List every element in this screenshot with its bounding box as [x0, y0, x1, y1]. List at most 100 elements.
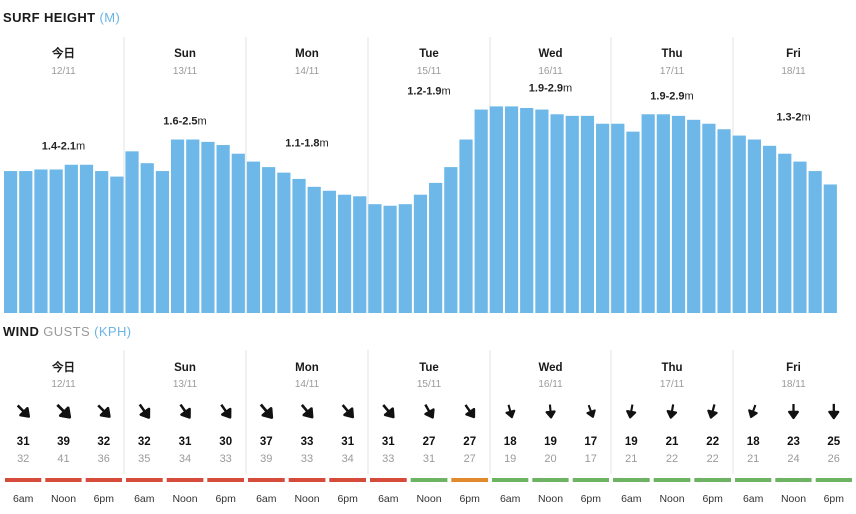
wind-time-label: 6pm: [824, 493, 845, 505]
wind-gust-value: 35: [138, 453, 150, 465]
surf-bar: [778, 153, 792, 313]
wind-direction-arrow: [545, 404, 556, 419]
wind-rating-bar: [85, 478, 122, 482]
wind-gust-value: 36: [98, 453, 110, 465]
surf-height-title: SURF HEIGHT (M): [3, 10, 120, 25]
surf-bar: [307, 186, 321, 313]
surf-bar: [702, 123, 716, 314]
wind-gust-value: 39: [260, 453, 272, 465]
surf-bar: [413, 194, 428, 313]
surf-bar: [64, 164, 78, 313]
wind-time-label: 6pm: [459, 493, 480, 505]
wind-rating-bar: [775, 478, 812, 482]
wind-gust-value: 33: [382, 453, 394, 465]
wind-speed-value: 25: [827, 436, 840, 448]
wind-rating-bar: [166, 478, 204, 482]
surf-bar: [34, 169, 48, 313]
wind-title-main: WIND: [3, 324, 40, 339]
wind-rating-bar: [653, 478, 691, 482]
wind-rating-bar: [207, 478, 244, 482]
surf-bar: [459, 139, 473, 313]
surf-bar: [504, 106, 519, 313]
wind-day-date: 15/11: [417, 379, 442, 390]
surf-bar: [170, 139, 185, 313]
wind-gust-value: 34: [179, 453, 191, 465]
wind-rating-bar: [613, 478, 650, 482]
wind-speed-value: 31: [341, 436, 354, 448]
wind-time-label: 6am: [134, 493, 155, 505]
surf-bar: [611, 123, 625, 314]
wind-direction-arrow: [788, 404, 799, 420]
wind-day-name: Mon: [295, 362, 319, 374]
surf-bar: [808, 171, 822, 313]
wind-speed-value: 22: [706, 436, 719, 448]
surf-range-label: 1.9-2.9m: [650, 90, 693, 102]
wind-gust-value: 33: [301, 453, 313, 465]
wind-speed-value: 19: [625, 436, 638, 448]
wind-direction-arrow: [828, 403, 840, 420]
wind-gust-value: 32: [17, 453, 29, 465]
wind-rating-bar: [5, 478, 42, 482]
surf-day-name: 今日: [51, 46, 75, 60]
surf-bar: [4, 171, 18, 313]
wind-time-label: 6pm: [215, 493, 236, 505]
wind-time-label: Noon: [659, 493, 684, 505]
wind-speed-value: 27: [463, 436, 476, 448]
wind-title-unit: (KPH): [94, 324, 132, 339]
surf-bar: [626, 131, 640, 313]
wind-rating-bar: [694, 478, 731, 482]
wind-time-label: Noon: [538, 493, 563, 505]
wind-time-label: Noon: [51, 493, 76, 505]
wind-speed-value: 27: [423, 436, 436, 448]
wind-day-name: Wed: [538, 362, 562, 374]
surf-range-label: 1.9-2.9m: [529, 82, 572, 94]
wind-speed-value: 32: [138, 436, 151, 448]
wind-speed-value: 19: [544, 436, 557, 448]
surf-bar: [535, 109, 549, 313]
wind-gust-value: 22: [707, 453, 719, 465]
surf-bar: [216, 145, 230, 313]
surf-bar: [520, 107, 534, 313]
surf-bar: [246, 161, 261, 313]
wind-time-label: 6pm: [337, 493, 358, 505]
surf-bar: [444, 167, 458, 313]
wind-day-name: Thu: [661, 362, 682, 374]
wind-speed-value: 31: [382, 436, 395, 448]
surf-bar: [671, 115, 686, 313]
wind-rating-bar: [248, 478, 285, 482]
surf-bar: [641, 114, 655, 313]
wind-day-name: Tue: [419, 362, 439, 374]
surf-bar: [95, 171, 109, 313]
wind-gust-value: 22: [666, 453, 678, 465]
wind-direction-arrow: [138, 403, 151, 419]
wind-time-label: Noon: [781, 493, 806, 505]
wind-direction-arrow: [464, 404, 476, 419]
surf-day-name: Thu: [661, 48, 682, 60]
surf-range-label: 1.2-1.9m: [407, 86, 450, 98]
surf-bar: [353, 196, 367, 313]
wind-direction-arrow: [179, 403, 191, 419]
wind-direction-arrow: [259, 403, 274, 419]
surf-day-date: 17/11: [660, 66, 685, 77]
surf-height-chart: 今日 12/11 1.4-2.1m Sun 13/11 1.6-2.5m Mon 14/11 1…: [4, 37, 837, 314]
surf-height-title-unit: (M): [99, 10, 121, 25]
wind-time-label: Noon: [416, 493, 441, 505]
wind-rating-bar: [288, 478, 326, 482]
surf-bar: [110, 176, 124, 313]
surf-bar: [489, 106, 503, 313]
surf-bar: [49, 169, 63, 313]
wind-time-label: 6am: [256, 493, 277, 505]
wind-gust-value: 27: [464, 453, 476, 465]
surf-bar: [125, 151, 139, 313]
wind-rating-bar: [370, 478, 407, 482]
surf-day-date: 16/11: [538, 66, 563, 77]
wind-time-label: Noon: [294, 493, 319, 505]
surf-bar: [337, 194, 352, 313]
wind-day-date: 14/11: [295, 379, 320, 390]
surf-range-label: 1.1-1.8m: [285, 138, 328, 150]
wind-rating-bar: [329, 478, 366, 482]
wind-direction-arrow: [707, 404, 718, 419]
surf-bar: [565, 115, 579, 313]
wind-time-label: 6am: [621, 493, 642, 505]
